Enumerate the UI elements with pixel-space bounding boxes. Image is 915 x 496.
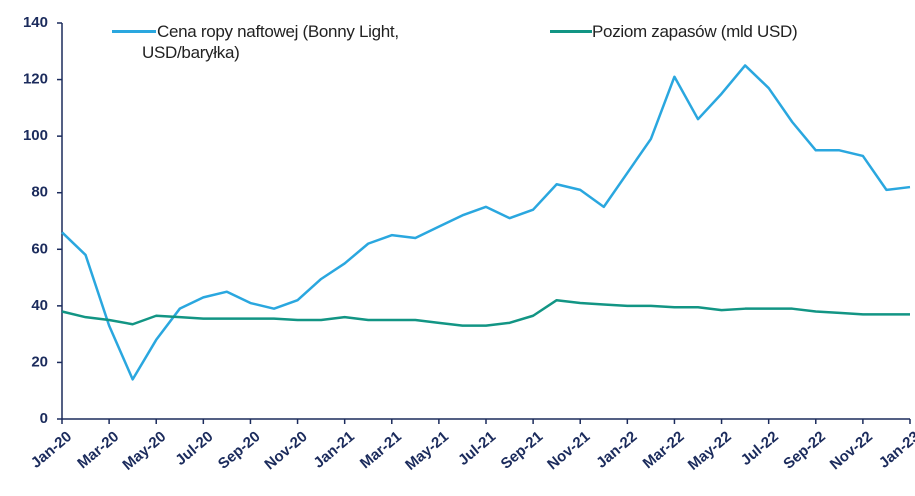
y-tick-label: 120 xyxy=(23,71,48,88)
x-tick-label: Nov-20 xyxy=(261,428,310,473)
legend-label: Cena ropy naftowej (Bonny Light, USD/bar… xyxy=(142,22,399,62)
x-tick-label: Jul-21 xyxy=(455,428,499,469)
series-line xyxy=(61,298,910,327)
y-tick-label: 140 xyxy=(23,14,48,31)
x-tick-label: Mar-22 xyxy=(640,428,688,472)
x-tick-label: Sep-21 xyxy=(498,428,547,473)
x-tick-label: Nov-22 xyxy=(827,428,876,473)
x-tick-label: May-21 xyxy=(402,428,452,474)
y-tick-label: 40 xyxy=(31,297,48,314)
x-tick-label: Nov-21 xyxy=(544,428,593,473)
x-tick-label: Jan-22 xyxy=(593,428,640,472)
y-tick-label: 100 xyxy=(23,127,48,144)
x-tick-label: Sep-20 xyxy=(215,428,264,473)
y-tick-label: 0 xyxy=(40,410,48,427)
x-tick-label: Sep-22 xyxy=(780,428,829,473)
legend-swatch xyxy=(112,30,156,33)
x-tick-label: May-22 xyxy=(685,428,735,474)
x-tick-label: May-20 xyxy=(119,428,169,474)
y-tick-label: 20 xyxy=(31,353,48,370)
x-tick-label: Jan-23 xyxy=(876,428,915,472)
legend-label: Poziom zapasów (mld USD) xyxy=(592,22,798,41)
series-line xyxy=(61,64,911,381)
legend-swatch xyxy=(550,30,592,33)
x-tick-label: Jul-22 xyxy=(738,428,782,469)
x-tick-label: Mar-21 xyxy=(357,428,405,472)
y-tick-label: 80 xyxy=(31,184,48,201)
y-tick-label: 60 xyxy=(31,240,48,257)
x-tick-label: Jul-20 xyxy=(172,428,216,469)
x-tick-label: Jan-20 xyxy=(28,428,75,472)
x-tick-label: Mar-20 xyxy=(74,428,122,472)
x-tick-label: Jan-21 xyxy=(310,428,357,472)
